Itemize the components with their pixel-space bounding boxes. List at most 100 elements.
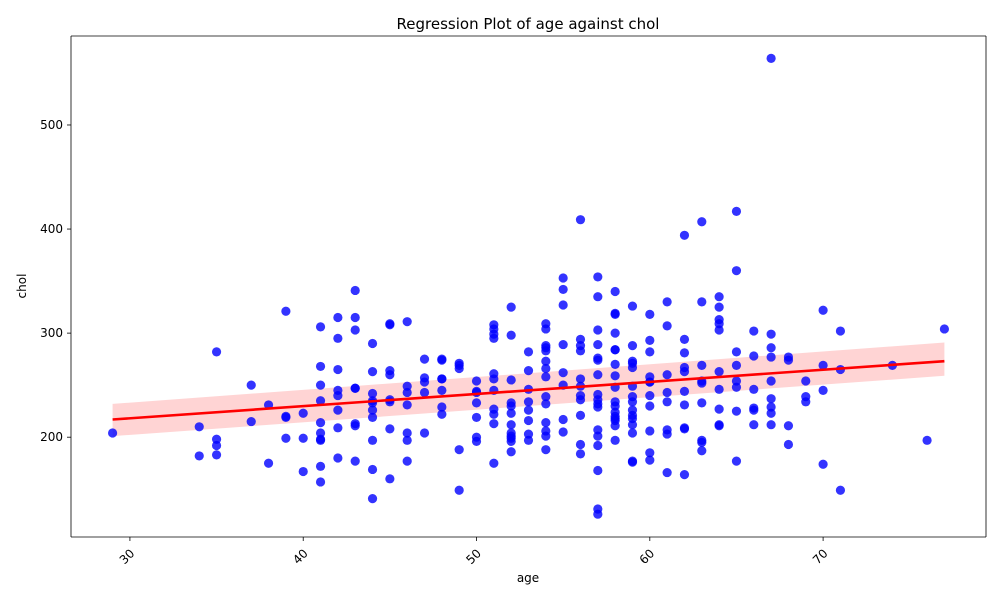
data-point <box>298 433 308 443</box>
data-point <box>593 504 603 514</box>
data-point <box>679 334 690 344</box>
data-point <box>610 371 620 381</box>
data-point <box>506 375 516 385</box>
data-point <box>211 450 222 460</box>
data-point <box>697 297 707 307</box>
data-point <box>714 292 724 302</box>
data-point <box>107 428 118 438</box>
data-point <box>662 370 672 380</box>
data-point <box>749 420 759 430</box>
data-point <box>627 456 638 466</box>
data-point <box>714 367 724 377</box>
data-point <box>731 266 742 276</box>
data-point <box>593 370 603 380</box>
data-point <box>350 383 360 393</box>
data-point <box>541 445 551 455</box>
data-point <box>697 435 707 445</box>
data-point <box>662 397 672 407</box>
data-point <box>471 376 482 386</box>
chart-title: Regression Plot of age against chol <box>397 15 660 33</box>
data-point <box>610 345 620 355</box>
data-point <box>766 352 776 362</box>
data-point <box>523 405 534 415</box>
data-point <box>506 428 516 438</box>
data-point <box>662 425 672 435</box>
data-point <box>350 285 360 296</box>
data-point <box>679 362 690 373</box>
data-point <box>575 390 586 401</box>
data-point <box>419 373 430 383</box>
data-point <box>679 400 690 410</box>
data-point <box>610 308 620 318</box>
data-point <box>523 347 534 357</box>
data-point <box>315 322 326 332</box>
y-axis-label: chol <box>15 274 29 299</box>
data-point <box>350 419 360 429</box>
data-point <box>437 385 447 395</box>
data-point <box>610 397 620 407</box>
data-point <box>575 334 586 344</box>
data-point <box>194 422 204 432</box>
data-point <box>558 427 568 437</box>
data-point <box>714 384 724 394</box>
data-point <box>558 414 568 425</box>
data-point <box>367 405 378 415</box>
data-point <box>541 426 551 436</box>
data-point <box>593 465 603 476</box>
data-point <box>662 467 672 478</box>
data-point <box>714 302 724 312</box>
data-point <box>333 312 343 323</box>
data-point <box>541 319 551 329</box>
data-point <box>541 392 551 402</box>
data-point <box>627 405 638 415</box>
data-point <box>749 326 759 336</box>
data-point <box>315 361 326 372</box>
data-point <box>402 317 412 327</box>
data-point <box>541 418 551 428</box>
data-point <box>783 439 794 450</box>
data-point <box>367 464 378 475</box>
data-point <box>489 369 499 379</box>
data-point <box>333 364 343 375</box>
data-point <box>350 456 360 466</box>
data-point <box>766 402 776 412</box>
data-point <box>506 330 516 340</box>
data-point <box>385 474 395 484</box>
data-point <box>645 426 655 436</box>
data-point <box>315 418 326 428</box>
data-point <box>593 440 603 451</box>
data-point <box>662 297 672 307</box>
data-point <box>523 365 534 376</box>
data-point <box>333 333 343 343</box>
data-point <box>714 420 724 430</box>
data-point <box>645 455 655 465</box>
data-point <box>593 339 603 350</box>
data-point <box>437 402 447 412</box>
data-point <box>506 398 516 408</box>
data-point <box>541 372 551 382</box>
data-point <box>697 360 707 370</box>
data-point <box>679 470 690 480</box>
data-point <box>558 300 568 310</box>
data-point <box>714 314 724 325</box>
data-point <box>541 341 551 351</box>
data-point <box>506 408 516 418</box>
data-point <box>506 447 516 457</box>
data-point <box>697 446 707 456</box>
data-point <box>627 392 638 402</box>
y-tick-label: 500 <box>40 118 63 132</box>
data-point <box>818 459 828 469</box>
y-tick-label: 200 <box>40 430 63 444</box>
data-point <box>385 319 395 329</box>
data-point <box>471 398 482 408</box>
data-point <box>731 206 742 216</box>
data-point <box>437 409 447 419</box>
data-point <box>419 387 430 398</box>
data-point <box>801 376 811 386</box>
data-point <box>281 411 291 421</box>
data-point <box>454 358 464 368</box>
data-point <box>367 435 378 445</box>
data-point <box>593 325 603 335</box>
data-point <box>298 408 308 418</box>
